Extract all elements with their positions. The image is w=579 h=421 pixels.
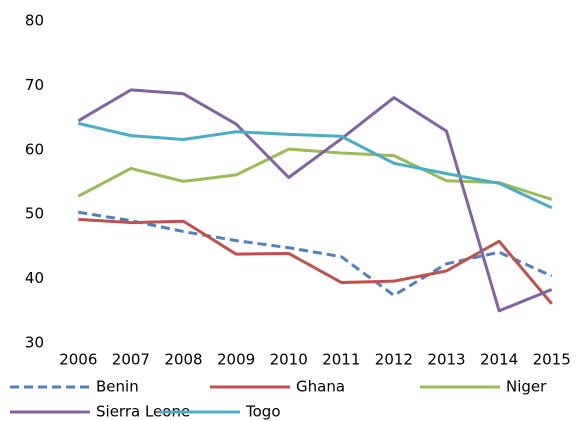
y-tick-label: 80 bbox=[25, 12, 44, 30]
x-tick-label: 2015 bbox=[533, 351, 571, 369]
x-tick-label: 2007 bbox=[112, 351, 150, 369]
x-tick-label: 2010 bbox=[270, 351, 308, 369]
series-line bbox=[77, 88, 553, 313]
x-tick-label: 2006 bbox=[59, 351, 97, 369]
y-tick-label: 70 bbox=[25, 76, 44, 94]
legend-label: Ghana bbox=[296, 378, 345, 396]
series-line bbox=[78, 210, 553, 297]
y-tick-label: 30 bbox=[25, 334, 44, 352]
y-tick-label: 50 bbox=[25, 205, 44, 223]
x-tick-label: 2008 bbox=[164, 351, 202, 369]
legend-label: Niger bbox=[506, 378, 547, 396]
legend-label: Sierra Leone bbox=[96, 403, 190, 421]
x-tick-label: 2011 bbox=[322, 351, 360, 369]
x-tick-label: 2013 bbox=[427, 351, 465, 369]
x-tick-label: 2014 bbox=[480, 351, 518, 369]
series-line bbox=[78, 217, 553, 305]
x-tick-label: 2012 bbox=[375, 351, 413, 369]
series-line bbox=[77, 147, 553, 201]
legend-label: Benin bbox=[96, 378, 139, 396]
y-tick-label: 60 bbox=[25, 140, 44, 158]
x-tick-label: 2009 bbox=[217, 351, 255, 369]
series-line bbox=[77, 121, 553, 210]
legend-label: Togo bbox=[245, 403, 281, 421]
y-tick-label: 40 bbox=[25, 269, 44, 287]
